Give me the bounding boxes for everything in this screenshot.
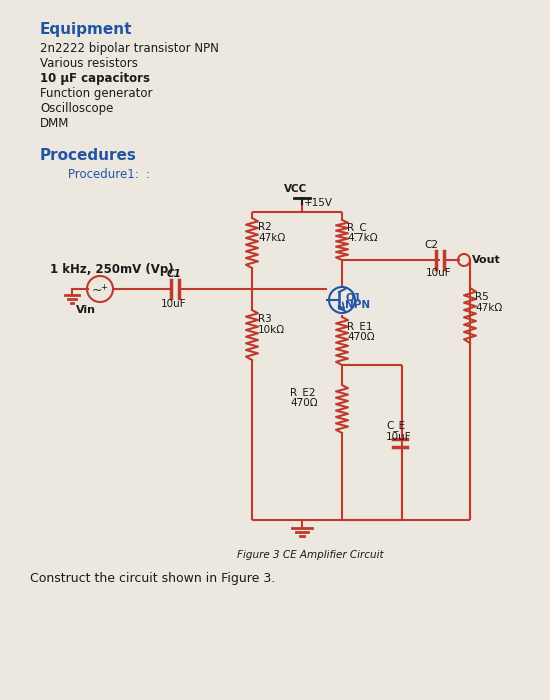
Text: ~: ~: [92, 284, 102, 297]
Text: C1: C1: [167, 269, 182, 279]
Text: 10kΩ: 10kΩ: [258, 325, 285, 335]
Text: 2n2222 bipolar transistor NPN: 2n2222 bipolar transistor NPN: [40, 42, 219, 55]
Text: R_C: R_C: [347, 222, 367, 233]
Text: VCC: VCC: [284, 184, 307, 194]
Text: R5: R5: [475, 292, 489, 302]
Text: 10uF: 10uF: [426, 268, 452, 278]
Text: C2: C2: [424, 240, 438, 250]
Text: +: +: [101, 283, 107, 291]
Text: R2: R2: [258, 222, 272, 232]
Text: +15V: +15V: [304, 198, 333, 208]
Text: Q1: Q1: [345, 292, 361, 302]
Text: 4.7kΩ: 4.7kΩ: [347, 233, 378, 243]
Text: Procedure1:  :: Procedure1: :: [68, 168, 150, 181]
Text: NPN: NPN: [345, 300, 370, 310]
Text: Construct the circuit shown in Figure 3.: Construct the circuit shown in Figure 3.: [30, 572, 275, 585]
Text: 470Ω: 470Ω: [347, 332, 375, 342]
Text: Procedures: Procedures: [40, 148, 137, 163]
Text: Oscilloscope: Oscilloscope: [40, 102, 113, 115]
Text: R3: R3: [258, 314, 272, 324]
Text: Vout: Vout: [472, 255, 500, 265]
Text: Figure 3 CE Amplifier Circuit: Figure 3 CE Amplifier Circuit: [236, 550, 383, 560]
Text: 10uF: 10uF: [386, 431, 411, 442]
Text: Vin: Vin: [76, 305, 96, 315]
Text: Equipment: Equipment: [40, 22, 133, 37]
Text: 1 kHz, 250mV (Vp): 1 kHz, 250mV (Vp): [50, 263, 174, 276]
Text: R_E2: R_E2: [290, 387, 316, 398]
Text: 47kΩ: 47kΩ: [475, 303, 502, 313]
Text: Function generator: Function generator: [40, 87, 152, 100]
Text: 47kΩ: 47kΩ: [258, 233, 285, 243]
Text: R_E1: R_E1: [347, 321, 372, 332]
Text: DMM: DMM: [40, 117, 69, 130]
Text: C_E: C_E: [386, 421, 405, 431]
Text: Various resistors: Various resistors: [40, 57, 138, 70]
Text: 10uF: 10uF: [161, 299, 186, 309]
Text: 470Ω: 470Ω: [290, 398, 318, 408]
Text: 10 μF capacitors: 10 μF capacitors: [40, 72, 150, 85]
